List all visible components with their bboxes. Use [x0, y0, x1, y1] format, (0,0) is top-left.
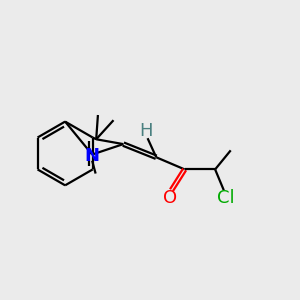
Text: N: N [85, 146, 100, 164]
Text: O: O [163, 189, 177, 207]
Text: Cl: Cl [217, 189, 235, 207]
Text: H: H [139, 122, 153, 140]
